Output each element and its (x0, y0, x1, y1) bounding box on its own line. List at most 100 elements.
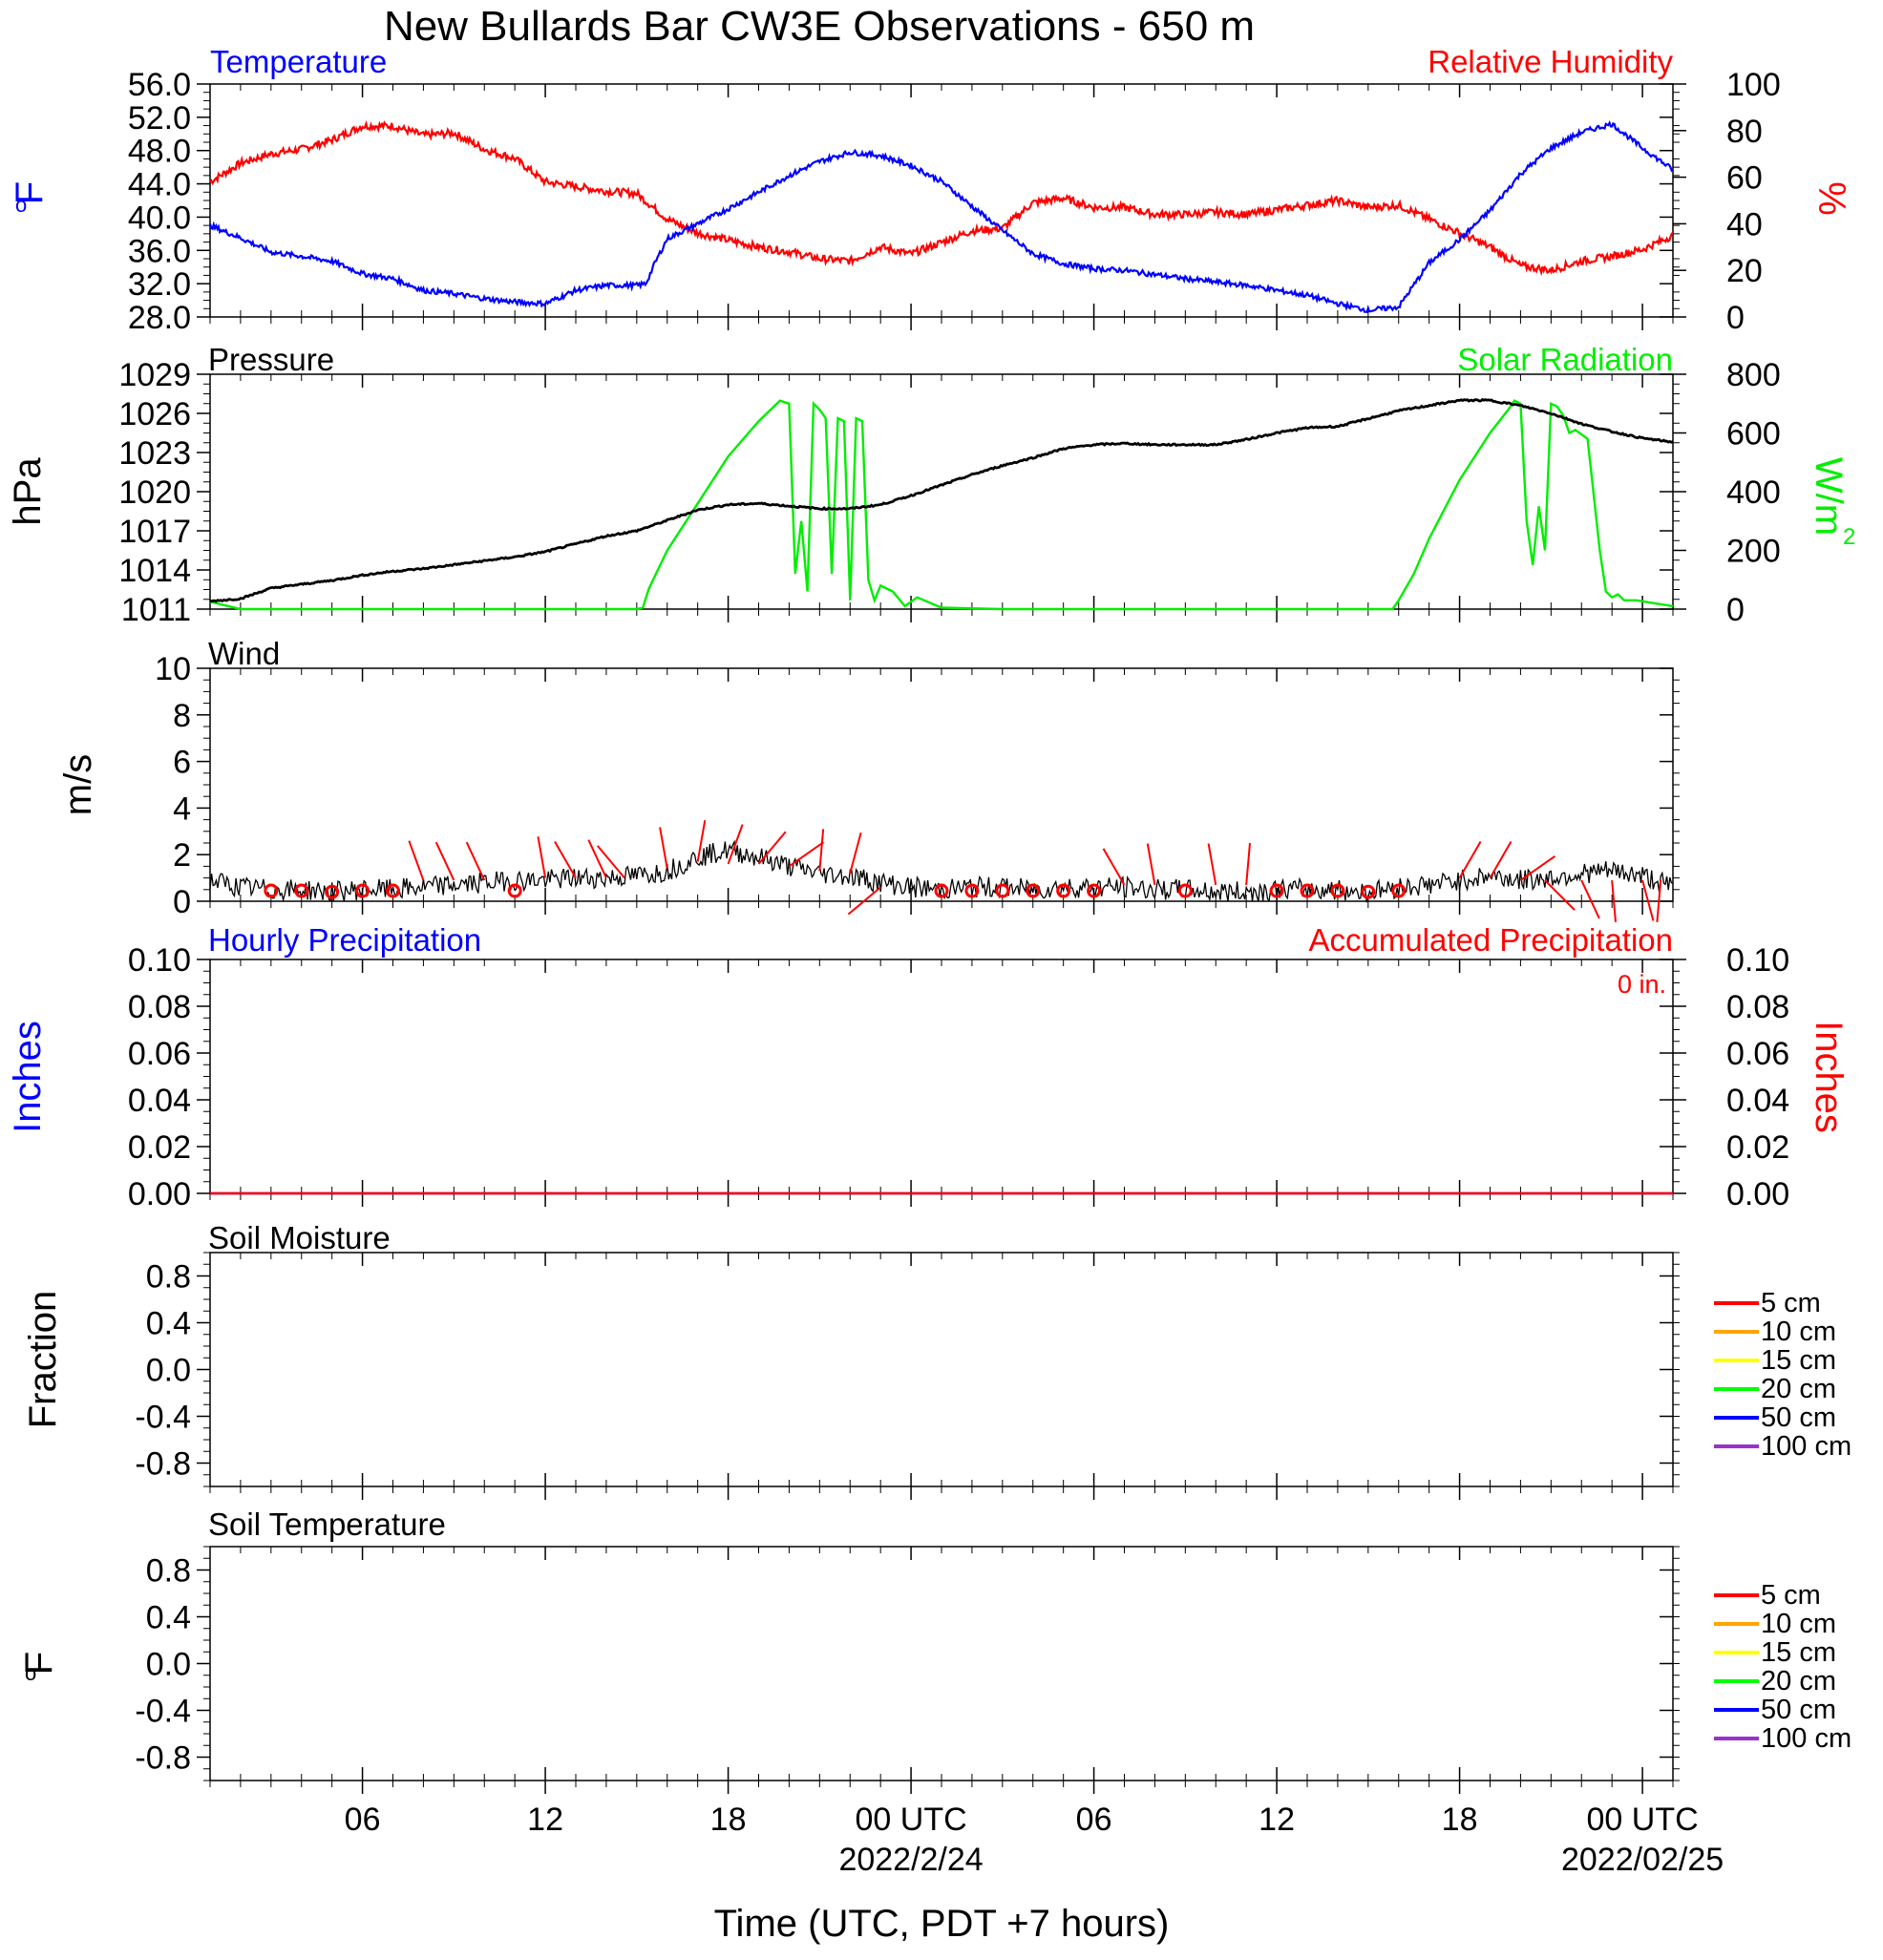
wind-barb (696, 820, 707, 862)
accum-precip-title: Accumulated Precipitation (1308, 922, 1673, 958)
humidity-title: Relative Humidity (1428, 44, 1673, 79)
x-tick-label: 12 (1259, 1802, 1295, 1838)
y2-tick-label: 0 (1726, 300, 1745, 336)
y-tick-label: 48.0 (128, 134, 191, 170)
legend-label: 100 cm (1761, 1431, 1851, 1462)
calm-wind-marker (507, 883, 522, 898)
calm-wind-marker (1330, 883, 1345, 898)
y-tick-label: 1014 (118, 553, 191, 589)
x-date-label: 2022/02/25 (1561, 1842, 1724, 1878)
y2-tick-label: 400 (1726, 474, 1781, 511)
y-tick-label: 1029 (118, 357, 191, 393)
humidity-unit: % (1810, 181, 1852, 216)
wind-barb (659, 827, 668, 870)
calm-wind-marker (264, 883, 279, 898)
wind-barb (1458, 840, 1482, 879)
calm-wind-marker (294, 883, 309, 898)
wind-barb (1656, 879, 1662, 922)
y-tick-label: 0.04 (128, 1083, 191, 1119)
y2-tick-label: 0.10 (1726, 942, 1789, 979)
calm-wind-marker (386, 883, 400, 898)
soil-moisture-title: Soil Moisture (208, 1220, 391, 1255)
y-tick-label: 56.0 (128, 67, 191, 103)
legend-label: 10 cm (1761, 1609, 1836, 1639)
panel-precipitation: 0.10 0.08 0.06 0.04 0.02 0.00 0.10 0.08 0.06 0.04… (7, 922, 1850, 1212)
chart-panels: 56.052.048.044.040.036.032.028.010080604… (7, 44, 1855, 1878)
soil-temp-unit-degree: o (25, 1661, 36, 1685)
wind-barb (465, 841, 486, 881)
wind-unit: m/s (57, 754, 99, 815)
y-tick-label: 8 (173, 698, 191, 734)
panel-soil-moisture: 0.8 0.4 0.0 -0.4 -0.8 Soil Moisture Fraction 5 … (22, 1220, 1851, 1500)
legend-label: 50 cm (1761, 1402, 1836, 1433)
x-tick-label: 12 (527, 1802, 563, 1838)
y-tick-label: 0.00 (128, 1176, 191, 1212)
pressure-unit: hPa (7, 457, 49, 526)
wind-barb (597, 845, 625, 879)
x-axis-label: Time (UTC, PDT +7 hours) (714, 1903, 1170, 1945)
soil-moisture-unit: Fraction (22, 1291, 64, 1429)
y-tick-label: 0.0 (146, 1353, 191, 1389)
calm-wind-marker (1087, 883, 1102, 898)
soil-temp-unit: F (18, 1652, 60, 1675)
x-axis-labels: 06 12 18 00 UTC 06 12 18 00 UTC 2022/2/24 2022/02… (345, 1802, 1724, 1878)
y2-tick-label: 0.08 (1726, 989, 1789, 1025)
y-tick-label: 2 (173, 837, 191, 874)
wind-barb (537, 836, 547, 878)
y-tick-label: 0.4 (146, 1600, 191, 1636)
y-tick-label: 1017 (118, 514, 191, 550)
y2-tick-label: 80 (1726, 114, 1763, 150)
y-tick-label: 0.8 (146, 1553, 191, 1590)
y-tick-label: 1011 (121, 592, 191, 628)
legend-label: 10 cm (1761, 1317, 1836, 1347)
legend-label: 20 cm (1761, 1374, 1836, 1404)
wind-barb (554, 840, 577, 879)
y-tick-label: 44.0 (128, 167, 191, 203)
y-tick-label: -0.4 (135, 1694, 191, 1730)
plot-frame (209, 83, 1674, 318)
y-tick-label: 0.8 (146, 1259, 191, 1296)
legend-label: 15 cm (1761, 1345, 1836, 1376)
x-tick-label: 06 (1076, 1802, 1112, 1838)
calm-wind-marker (964, 883, 980, 898)
hourly-precip-unit: Inches (7, 1021, 49, 1133)
wind-barb (1146, 843, 1156, 886)
y-tick-label: 0.10 (128, 942, 191, 979)
wind-barb (408, 840, 425, 881)
plot-frame (209, 1252, 1674, 1487)
y-tick-label: 0 (173, 884, 191, 920)
accum-precip-total: 0 in. (1618, 970, 1666, 999)
pressure-line (209, 397, 1674, 603)
calm-wind-marker (995, 883, 1010, 898)
temperature-line (208, 119, 1674, 314)
soil-temperature-title: Soil Temperature (208, 1507, 446, 1542)
y2-tick-label: 100 (1726, 67, 1781, 103)
temp-unit: F (9, 181, 51, 204)
wind-speed-line (209, 839, 1674, 904)
calm-wind-marker (1300, 883, 1315, 898)
wind-barb (1611, 879, 1617, 922)
legend-label: 5 cm (1761, 1288, 1821, 1318)
y2-tick-label: 0.04 (1726, 1083, 1789, 1119)
humidity-line (209, 119, 1674, 277)
legend-label: 50 cm (1761, 1695, 1836, 1725)
y-tick-label: 36.0 (128, 233, 191, 269)
y-tick-label: 10 (155, 651, 191, 687)
hourly-precip-title: Hourly Precipitation (208, 922, 481, 958)
wind-barb (1580, 879, 1600, 919)
wind-barb (818, 829, 825, 872)
y-tick-label: 28.0 (128, 300, 191, 336)
y-tick-label: -0.4 (135, 1400, 191, 1436)
y-tick-label: 40.0 (128, 200, 191, 236)
calm-wind-marker (1026, 883, 1041, 898)
y-tick-label: 0.0 (146, 1647, 191, 1683)
x-date-label: 2022/2/24 (838, 1842, 983, 1878)
wind-title: Wind (208, 636, 280, 671)
panel-temperature-rh: 56.052.048.044.040.036.032.028.0 100 80 60 4… (9, 44, 1852, 336)
wind-barb (1519, 854, 1556, 881)
panel-wind: 10 8 6 4 2 0 Wind m/s (57, 636, 1680, 922)
x-tick-label: 00 UTC (1587, 1802, 1699, 1838)
